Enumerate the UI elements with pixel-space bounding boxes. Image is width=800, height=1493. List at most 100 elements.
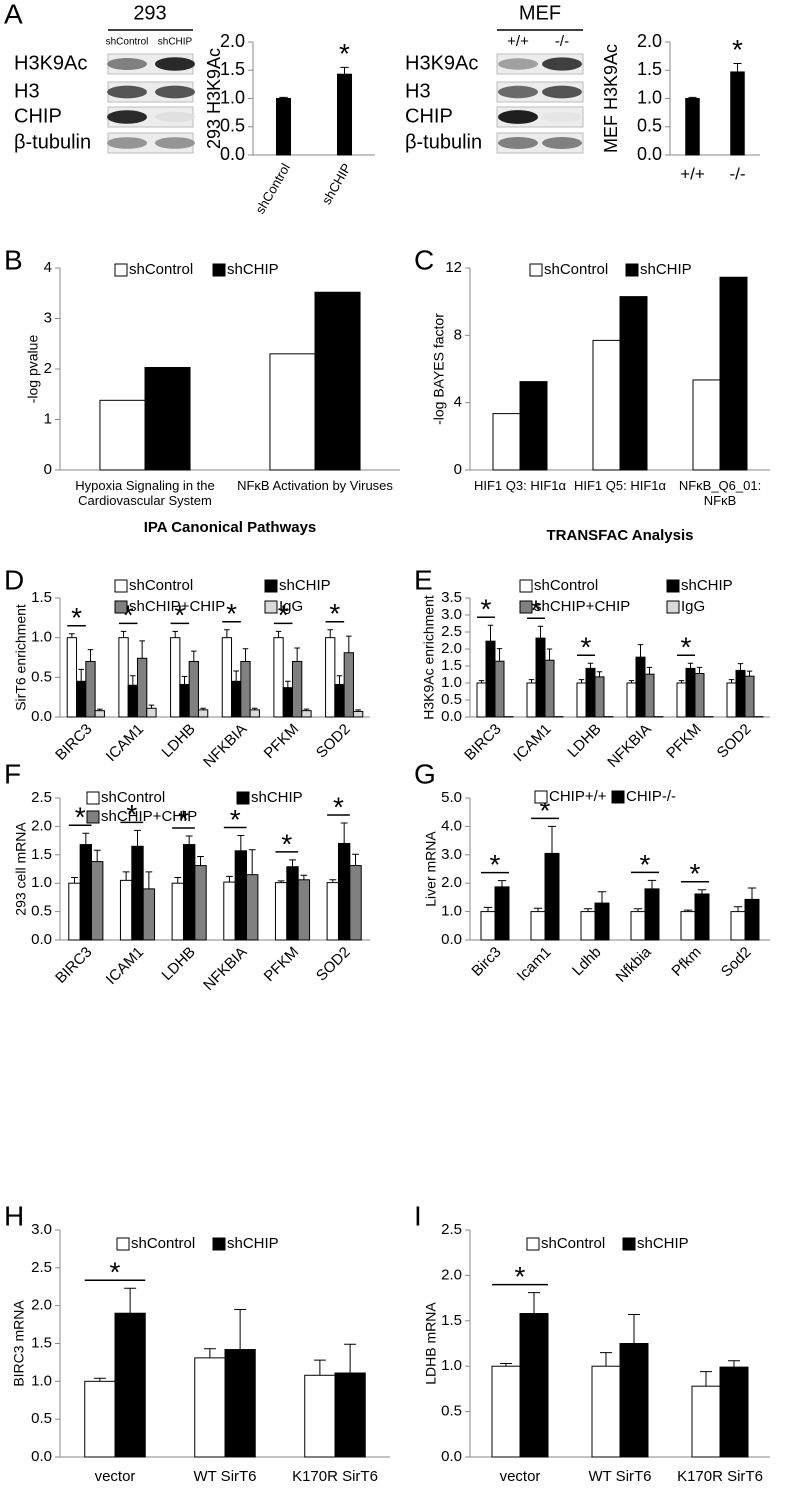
bar: [194, 865, 207, 941]
x-tick-label: Hypoxia Signaling in the Cardiovascular …: [75, 478, 215, 508]
blot-band: [155, 57, 195, 71]
error-bar: [528, 1292, 540, 1314]
blot-row-label: H3: [14, 80, 40, 102]
legend-swatch: [666, 579, 680, 593]
bar: [591, 1365, 621, 1458]
error-bar: [487, 624, 494, 642]
error-bar: [233, 670, 239, 682]
y-tick-label: 0: [454, 461, 462, 478]
x-tick-label: PFKM: [261, 721, 302, 762]
bar: [231, 680, 242, 718]
legend-swatch: [526, 1237, 540, 1251]
y-tick-label: 0.5: [31, 903, 52, 920]
significance-mark: *: [75, 802, 86, 833]
error-bar: [242, 648, 249, 662]
error-bar: [496, 648, 503, 662]
bar: [694, 672, 705, 718]
significance-mark: *: [110, 1257, 121, 1288]
bar: [585, 667, 596, 718]
bar: [292, 660, 303, 718]
x-tick-label: Ldhb: [569, 944, 605, 980]
error-bar: [697, 889, 707, 894]
legend-label: shCHIP: [637, 1235, 689, 1252]
legend-label: shCHIP: [681, 577, 733, 594]
x-tick-label: Pfkm: [668, 944, 704, 980]
significance-mark: *: [690, 858, 701, 889]
bar: [223, 881, 236, 941]
error-bar: [285, 680, 291, 688]
bar: [685, 98, 700, 156]
legend-label: shControl: [129, 577, 193, 594]
x-tick-label: Icam1: [514, 944, 555, 985]
error-bar: [696, 666, 703, 674]
bar: [644, 673, 655, 718]
error-bar: [237, 834, 245, 851]
error-bar: [181, 676, 188, 685]
error-bar: [200, 707, 206, 710]
bar: [526, 682, 537, 718]
y-tick-label: 0.5: [31, 668, 52, 685]
error-bar: [139, 640, 145, 659]
error-bar: [185, 835, 193, 845]
legend-label: shControl: [101, 789, 165, 806]
bar: [635, 656, 646, 718]
error-bar: [294, 647, 300, 662]
bar: [94, 710, 105, 718]
blot-band: [498, 110, 538, 124]
legend-label: shCHIP: [251, 789, 303, 806]
bar: [137, 657, 148, 718]
bar: [240, 660, 251, 718]
error-bar: [69, 633, 75, 638]
bar: [84, 1380, 116, 1458]
y-tick-label: 0.5: [31, 1410, 52, 1427]
error-bar: [130, 675, 136, 686]
x-tick-label: Birc3: [468, 944, 504, 980]
y-tick-label: 1.0: [441, 674, 462, 691]
y-tick-label: 8: [454, 326, 462, 343]
x-tick-label: PFKM: [261, 944, 302, 985]
bar: [301, 710, 312, 718]
x-tick-label: HIF1 Q3: HIF1α: [473, 478, 567, 493]
error-bar: [728, 679, 735, 683]
bar: [119, 879, 133, 941]
y-axis-title: BIRC3 mRNA: [11, 1300, 27, 1387]
y-tick-label: 2.0: [31, 1297, 52, 1314]
blot-band: [498, 85, 538, 99]
panel-letter: E: [414, 564, 433, 595]
error-bar: [174, 877, 182, 884]
bar: [118, 637, 129, 718]
blot-band: [155, 85, 195, 99]
y-tick-label: 3.5: [441, 589, 462, 606]
lane-label: -/-: [555, 33, 569, 50]
x-tick-label: LDHB: [158, 944, 198, 984]
legend-label: CHIP-/-: [626, 788, 676, 805]
bar: [194, 1357, 226, 1458]
legend-swatch: [212, 1237, 226, 1251]
bar: [592, 339, 621, 471]
error-bar: [637, 644, 644, 658]
y-axis-title: 293 cell mRNA: [13, 822, 29, 916]
blot-band: [498, 137, 538, 149]
y-tick-label: 12: [445, 259, 462, 276]
bar: [221, 637, 233, 718]
error-bar: [733, 62, 742, 72]
bar: [334, 683, 345, 718]
blot-band: [107, 58, 147, 70]
error-bar: [134, 829, 141, 847]
legend-label: shCHIP: [640, 261, 692, 278]
legend-swatch: [116, 1237, 130, 1251]
x-tick-label: SOD2: [313, 721, 354, 762]
error-bar: [687, 662, 694, 669]
error-bar: [587, 662, 594, 669]
y-tick-label: 1.0: [441, 903, 462, 920]
error-bar: [537, 625, 544, 639]
y-axis-title: 293 H3K9Ac: [204, 48, 224, 149]
legend-label: shCHIP+CHIP: [101, 808, 197, 825]
bar: [76, 680, 87, 718]
bar: [580, 911, 596, 941]
error-bar: [197, 856, 204, 866]
error-bar: [352, 853, 359, 866]
y-tick-label: 0.5: [441, 691, 462, 708]
bar: [66, 637, 78, 718]
